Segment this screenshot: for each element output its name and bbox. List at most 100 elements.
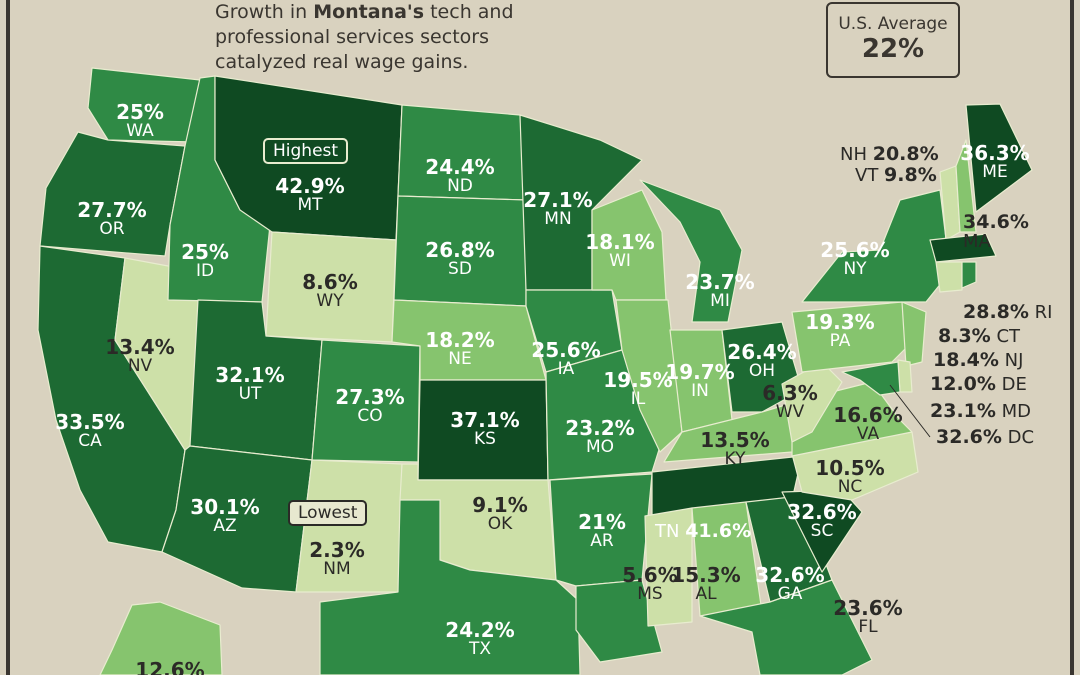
label-ks: 37.1% KS	[450, 410, 519, 449]
state-abbr: MO	[585, 437, 615, 457]
state-abbr: WI	[609, 251, 631, 271]
state-oh	[721, 321, 803, 413]
state-pct: 36.3%	[960, 141, 1030, 165]
label-in: 19.7% IN	[665, 362, 734, 401]
state-abbr: ME	[982, 162, 1008, 182]
state-abbr: OH	[748, 361, 776, 381]
label-al: 15.3% AL	[671, 565, 740, 604]
state-pct: 25.6%	[820, 238, 890, 262]
dc-leader-line	[889, 384, 931, 438]
state-pct: 26.8%	[425, 238, 495, 262]
state-abbr: AZ	[213, 516, 237, 536]
state-abbr: SC	[810, 521, 834, 541]
average-value: 22%	[861, 34, 925, 64]
label-mn: 27.1% MN	[523, 190, 592, 229]
state-pct: 18.2%	[425, 328, 495, 352]
label-tx: 24.2% TX	[445, 620, 514, 659]
highest-tag: Highest	[263, 138, 349, 164]
label-ky: 13.5% KY	[700, 430, 769, 469]
label-ny: 25.6% NY	[820, 240, 889, 279]
label-tn: TN 41.6%	[655, 520, 752, 542]
label-ca: 33.5% CA	[55, 412, 124, 451]
state-wa	[87, 67, 201, 143]
label-ct: 8.3% CT	[938, 325, 1021, 347]
state-abbr: TX	[468, 639, 492, 659]
state-ms	[644, 507, 693, 627]
label-nc: 10.5% NC	[815, 458, 884, 497]
state-abbr: ID	[195, 261, 215, 281]
label-de: 12.0% DE	[930, 373, 1027, 395]
state-pct: 33.5%	[55, 410, 125, 434]
state-pct: 30.1%	[190, 495, 260, 519]
label-az: 30.1% AZ	[190, 497, 259, 536]
state-abbr: IN	[691, 381, 709, 401]
state-abbr: NV	[127, 356, 153, 376]
label-nd: 24.4% ND	[425, 157, 494, 196]
border-right	[1070, 0, 1074, 675]
state-pct: 12.6%	[135, 658, 205, 675]
label-oh: 26.4% OH	[727, 342, 796, 381]
state-pct: 32.6%	[787, 500, 857, 524]
state-pct: 23.7%	[685, 270, 755, 294]
state-pct: 19.5%	[603, 368, 673, 392]
label-vt: VT 9.8%	[855, 164, 937, 186]
state-abbr: CA	[78, 431, 102, 451]
label-md: 23.1% MD	[930, 400, 1032, 422]
state-abbr: WA	[126, 121, 154, 141]
state-pct: 8.6%	[302, 270, 358, 294]
state-pct: 13.5%	[700, 428, 770, 452]
state-me	[965, 103, 1033, 213]
state-ak	[99, 601, 223, 675]
state-abbr: ND	[447, 176, 473, 196]
state-abbr: OR	[99, 219, 125, 239]
label-ak: 12.6%	[135, 660, 204, 675]
label-sd: 26.8% SD	[425, 240, 494, 279]
label-ga: 32.6% GA	[755, 565, 824, 604]
state-pct: 27.7%	[77, 198, 147, 222]
label-mt: 42.9% MT	[275, 176, 344, 215]
state-pct: 9.1%	[472, 493, 528, 517]
state-ri	[961, 261, 977, 289]
state-pct: 32.6%	[755, 563, 825, 587]
state-pct: 21%	[578, 510, 626, 534]
state-pct: 19.3%	[805, 310, 875, 334]
state-pct: 24.2%	[445, 618, 515, 642]
state-fl	[699, 579, 873, 675]
label-dc: 32.6% DC	[936, 426, 1035, 448]
state-abbr: VA	[856, 424, 880, 444]
us-average-box: U.S. Average 22%	[826, 2, 960, 78]
state-abbr: WY	[316, 291, 344, 311]
label-nv: 13.4% NV	[105, 337, 174, 376]
state-pct: 42.9%	[275, 174, 345, 198]
label-ri: 28.8% RI	[963, 301, 1053, 323]
label-co: 27.3% CO	[335, 387, 404, 426]
state-nj	[901, 301, 927, 367]
intro-text: Growth in Montana's tech and professiona…	[215, 1, 514, 73]
label-ia: 25.6% IA	[531, 340, 600, 379]
label-ok: 9.1% OK	[472, 495, 527, 534]
average-label: U.S. Average	[838, 14, 948, 34]
state-abbr: NC	[837, 477, 863, 497]
state-pct: 19.7%	[665, 360, 735, 384]
state-pct: 26.4%	[727, 340, 797, 364]
label-pa: 19.3% PA	[805, 312, 874, 351]
label-ut: 32.1% UT	[215, 365, 284, 404]
state-pa	[791, 301, 913, 373]
label-wy: 8.6% WY	[302, 272, 357, 311]
state-abbr: IL	[630, 389, 646, 409]
state-pct: 2.3%	[309, 538, 365, 562]
state-abbr: GA	[777, 584, 803, 604]
state-nh	[955, 139, 977, 233]
state-or	[39, 131, 186, 257]
state-pct: 18.1%	[585, 230, 655, 254]
label-il: 19.5% IL	[603, 370, 672, 409]
state-pct: 27.3%	[335, 385, 405, 409]
label-ar: 21% AR	[578, 512, 626, 551]
state-pct: 25%	[181, 240, 229, 264]
state-il	[615, 299, 683, 453]
label-id: 25% ID	[181, 242, 229, 281]
state-abbr: NM	[323, 559, 351, 579]
label-va: 16.6% VA	[833, 405, 902, 444]
label-ne: 18.2% NE	[425, 330, 494, 369]
